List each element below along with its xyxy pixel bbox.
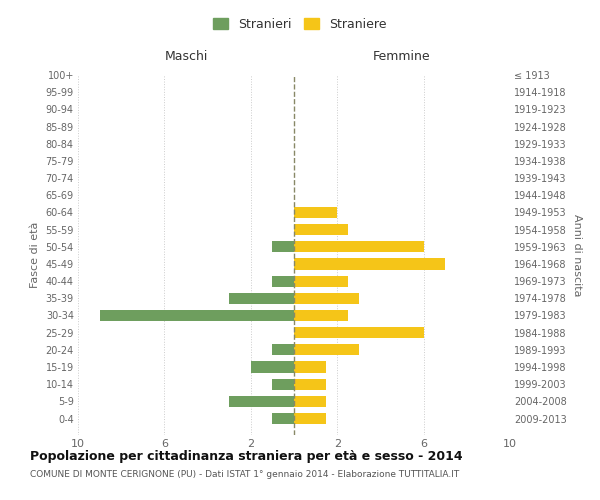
Bar	[294, 292, 359, 304]
Text: Maschi: Maschi	[164, 50, 208, 63]
Bar	[294, 207, 337, 218]
Bar	[294, 378, 326, 390]
Text: COMUNE DI MONTE CERIGNONE (PU) - Dati ISTAT 1° gennaio 2014 - Elaborazione TUTTI: COMUNE DI MONTE CERIGNONE (PU) - Dati IS…	[30, 470, 459, 479]
Legend: Stranieri, Straniere: Stranieri, Straniere	[207, 11, 393, 37]
Text: Popolazione per cittadinanza straniera per età e sesso - 2014: Popolazione per cittadinanza straniera p…	[30, 450, 463, 463]
Bar	[294, 413, 326, 424]
Bar	[272, 413, 294, 424]
Y-axis label: Fasce di età: Fasce di età	[30, 222, 40, 288]
Bar	[229, 396, 294, 407]
Text: Femmine: Femmine	[373, 50, 431, 63]
Bar	[294, 276, 348, 286]
Bar	[272, 344, 294, 356]
Bar	[251, 362, 294, 372]
Bar	[294, 241, 424, 252]
Bar	[294, 396, 326, 407]
Bar	[229, 292, 294, 304]
Bar	[272, 241, 294, 252]
Bar	[294, 344, 359, 356]
Y-axis label: Anni di nascita: Anni di nascita	[572, 214, 583, 296]
Bar	[294, 224, 348, 235]
Bar	[272, 378, 294, 390]
Bar	[100, 310, 294, 321]
Bar	[272, 276, 294, 286]
Bar	[294, 362, 326, 372]
Bar	[294, 310, 348, 321]
Bar	[294, 258, 445, 270]
Bar	[294, 327, 424, 338]
